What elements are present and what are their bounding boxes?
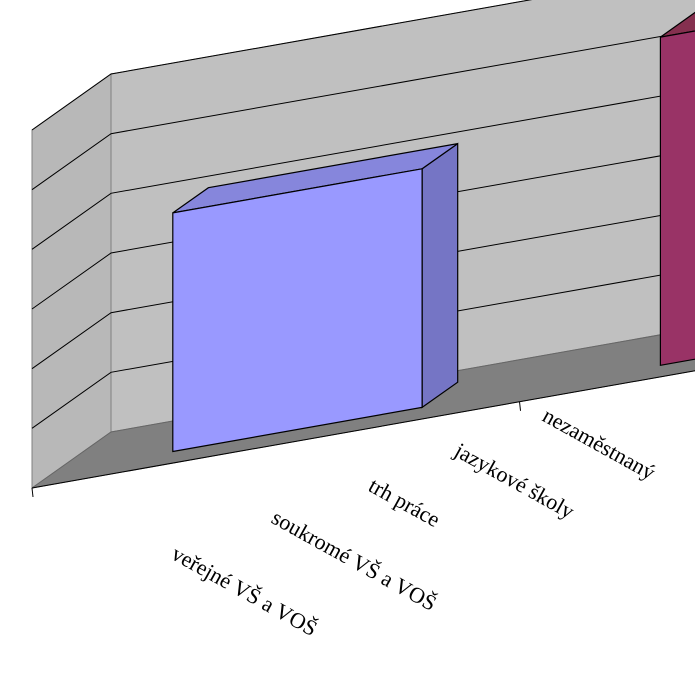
x-tick: [519, 401, 522, 411]
bar-top: [660, 11, 695, 38]
x-axis-line: [31, 370, 695, 489]
gridline: [31, 149, 695, 310]
gridline: [31, 268, 695, 429]
gridline: [31, 89, 695, 250]
x-category-label: veřejné VŠ a VOŠ: [168, 541, 322, 642]
x-category-label: trh práce: [365, 473, 445, 532]
bar: [172, 142, 459, 453]
gridlines: [31, 0, 695, 429]
x-category-label: jazykové školy: [450, 437, 579, 524]
x-tick: [31, 487, 34, 498]
bar-front: [659, 30, 695, 367]
bars: [172, 11, 695, 453]
x-category-label: nezaměstnaný: [539, 403, 660, 485]
axes: [31, 370, 695, 498]
gridline: [31, 208, 695, 370]
gridline: [31, 29, 695, 191]
gridline: [31, 0, 533, 131]
bar: [659, 11, 695, 367]
bar-side: [421, 142, 459, 409]
bar-front: [172, 168, 423, 453]
